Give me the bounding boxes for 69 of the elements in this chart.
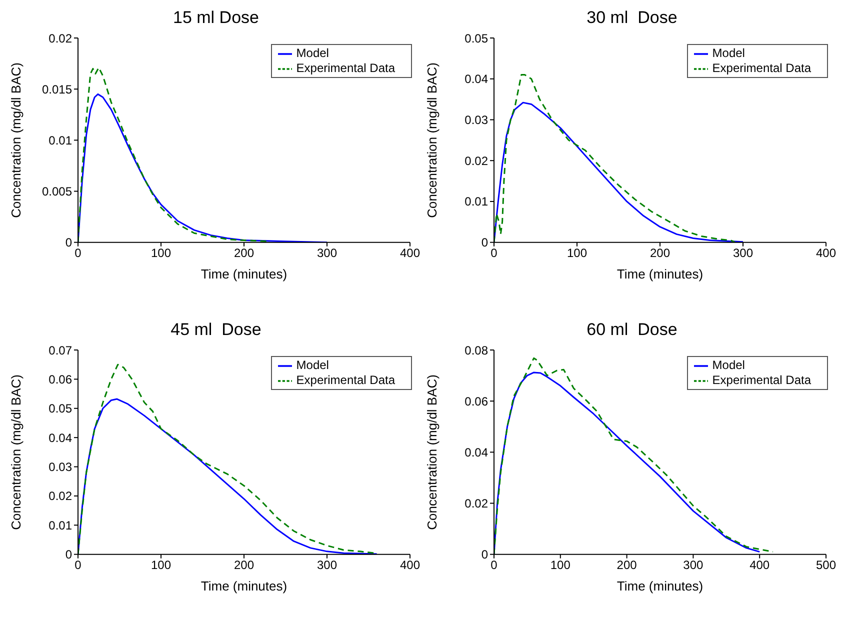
line-series bbox=[78, 398, 378, 554]
chart-title: 15 ml Dose bbox=[172, 8, 260, 29]
x-tick-label: 300 bbox=[316, 246, 338, 260]
legend-label: Model bbox=[296, 46, 329, 60]
y-tick-label: 0 bbox=[65, 548, 72, 562]
y-tick-label: 0.01 bbox=[464, 194, 488, 209]
x-tick-label: 200 bbox=[650, 246, 670, 260]
y-tick-label: 0.04 bbox=[464, 72, 488, 86]
legend-label: Experimental Data bbox=[712, 60, 811, 75]
legend-label: Experimental Data bbox=[296, 60, 395, 75]
x-axis-title: Time (minutes) bbox=[616, 266, 704, 282]
y-tick-label: 0.06 bbox=[464, 394, 488, 408]
y-tick-label: 0.02 bbox=[464, 154, 488, 168]
x-tick-label: 0 bbox=[74, 558, 82, 572]
x-tick-label: 200 bbox=[234, 558, 254, 572]
x-tick-label: 400 bbox=[400, 246, 420, 260]
chart-title: 45 ml Dose bbox=[170, 320, 262, 341]
y-tick-label: 0 bbox=[481, 548, 488, 562]
y-tick-label: 0.06 bbox=[48, 372, 72, 386]
legend-label: Experimental Data bbox=[712, 372, 811, 387]
x-tick-label: 200 bbox=[234, 246, 254, 260]
x-tick-label: 100 bbox=[566, 246, 588, 260]
y-axis-title: Concentration (mg/dl BAC) bbox=[424, 374, 440, 530]
line-series bbox=[494, 74, 736, 242]
x-tick-label: 300 bbox=[316, 558, 338, 572]
x-tick-label: 400 bbox=[400, 558, 420, 572]
chart-title: 60 ml Dose bbox=[586, 320, 678, 341]
y-tick-label: 0.01 bbox=[48, 518, 72, 532]
x-tick-label: 0 bbox=[490, 558, 498, 572]
y-axis-title: Concentration (mg/dl BAC) bbox=[424, 62, 440, 218]
legend-label: Experimental Data bbox=[296, 372, 395, 387]
y-tick-label: 0.03 bbox=[48, 460, 72, 474]
y-tick-label: 0.005 bbox=[42, 184, 72, 199]
y-tick-label: 0.03 bbox=[464, 113, 488, 127]
y-axis-title: Concentration (mg/dl BAC) bbox=[8, 374, 24, 530]
x-tick-label: 300 bbox=[683, 558, 704, 572]
y-axis-title: Concentration (mg/dl BAC) bbox=[8, 62, 24, 218]
x-tick-label: 0 bbox=[490, 246, 498, 260]
x-tick-label: 400 bbox=[750, 558, 770, 572]
x-tick-label: 0 bbox=[74, 246, 82, 260]
x-tick-label: 200 bbox=[616, 558, 638, 572]
x-tick-label: 400 bbox=[816, 246, 836, 260]
x-axis-title: Time (minutes) bbox=[200, 266, 288, 282]
y-tick-label: 0.02 bbox=[48, 31, 72, 46]
y-tick-label: 0.08 bbox=[464, 343, 488, 358]
legend-label: Model bbox=[712, 358, 745, 372]
y-tick-label: 0.01 bbox=[48, 133, 72, 148]
chart-title: 30 ml Dose bbox=[586, 8, 678, 29]
y-tick-label: 0 bbox=[65, 236, 72, 250]
y-tick-label: 0.02 bbox=[464, 496, 488, 511]
x-tick-label: 500 bbox=[816, 558, 836, 572]
x-tick-label: 100 bbox=[150, 558, 172, 572]
x-tick-label: 100 bbox=[550, 558, 571, 572]
x-tick-label: 100 bbox=[150, 246, 172, 260]
x-axis-title: Time (minutes) bbox=[200, 578, 288, 594]
y-tick-label: 0.07 bbox=[48, 343, 72, 358]
y-tick-label: 0.05 bbox=[48, 402, 72, 416]
x-axis-title: Time (minutes) bbox=[616, 578, 704, 594]
y-tick-label: 0.05 bbox=[464, 31, 488, 46]
x-tick-label: 300 bbox=[732, 246, 754, 260]
y-tick-label: 0.04 bbox=[48, 430, 72, 445]
y-tick-label: 0 bbox=[481, 236, 488, 250]
legend-label: Model bbox=[712, 46, 745, 60]
legend-label: Model bbox=[296, 358, 329, 372]
line-series bbox=[78, 93, 328, 242]
y-tick-label: 0.015 bbox=[42, 82, 72, 96]
line-series bbox=[494, 102, 744, 242]
y-tick-label: 0.02 bbox=[48, 489, 72, 504]
y-tick-label: 0.04 bbox=[464, 445, 488, 460]
